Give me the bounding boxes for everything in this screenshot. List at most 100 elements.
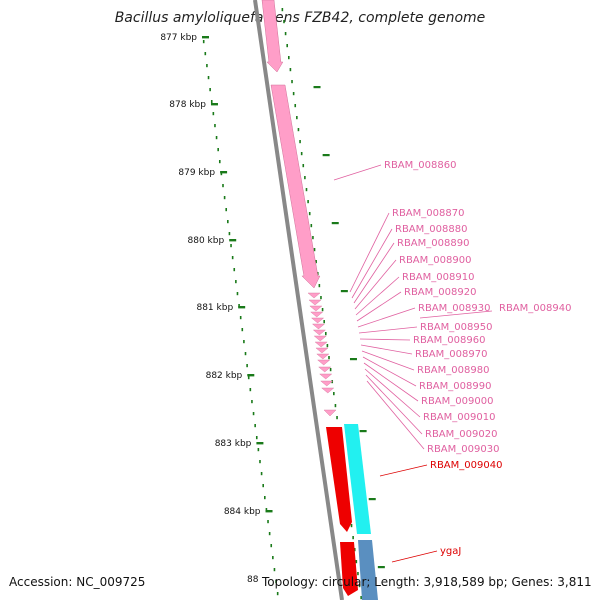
inner-ring-dot <box>257 448 260 452</box>
outer-ring-dot <box>321 308 324 312</box>
inner-ring-dot <box>235 280 237 284</box>
inner-ring-dot <box>236 292 239 296</box>
gene-label: RBAM_008910 <box>402 272 474 283</box>
gene-pink-small <box>312 329 326 336</box>
inner-ring-dot <box>272 556 274 560</box>
major-tick <box>210 103 218 106</box>
major-tick <box>202 36 209 39</box>
outer-ring-dot <box>350 524 353 528</box>
outer-ring-tick <box>377 566 385 569</box>
inner-ring-dot <box>251 400 253 404</box>
outer-ring-dot <box>320 296 322 300</box>
outer-ring-dot <box>334 404 337 408</box>
gene-pink-small <box>310 311 324 318</box>
inner-ring-dot <box>273 568 276 572</box>
leader-line <box>354 259 397 310</box>
inner-ring-dot <box>206 64 208 68</box>
gene-pink-small <box>309 305 323 312</box>
inner-ring-dot <box>215 136 218 140</box>
outer-ring-tick <box>322 154 330 157</box>
inner-ring-dot <box>247 376 250 380</box>
leader-line <box>360 344 413 355</box>
gene-label: ygaJ <box>440 546 461 557</box>
partial-tick-label: 88 <box>247 575 259 585</box>
gene-labels: RBAM_008860 RBAM_008870 RBAM_008880 RBAM_00… <box>384 160 571 557</box>
gene-label: RBAM_008880 <box>395 224 467 235</box>
tick-label: 880 kbp <box>188 236 225 246</box>
inner-ring-dot <box>255 436 258 440</box>
outer-ring-dot <box>318 284 321 288</box>
gene-red-arrow <box>326 427 352 532</box>
inner-ring-dot <box>207 76 210 80</box>
inner-ring-dot <box>244 352 247 356</box>
outer-ring-dot <box>312 236 314 240</box>
inner-ring-dot <box>254 424 256 428</box>
outer-ring-tick <box>331 222 339 225</box>
tick-label: 877 kbp <box>160 33 197 43</box>
outer-ring-dot <box>326 344 329 348</box>
outer-ring-dot <box>308 212 311 216</box>
tick-label: 881 kbp <box>196 303 233 313</box>
outer-ring-dot <box>352 536 354 540</box>
genome-backbone <box>253 0 344 600</box>
outer-ring-dot <box>310 224 313 228</box>
inner-ring-dot <box>259 460 261 464</box>
gene-label: RBAM_009030 <box>427 444 499 455</box>
major-tick <box>238 306 246 309</box>
inner-ring-dot <box>265 508 268 512</box>
outer-ring-dot <box>323 320 325 324</box>
major-tick <box>256 442 264 445</box>
inner-ring-dot <box>276 592 279 596</box>
outer-ring-tick <box>313 86 321 89</box>
gene-label: RBAM_009010 <box>423 412 495 423</box>
inner-ring-dot <box>268 532 271 536</box>
inner-ring-dot <box>260 472 263 476</box>
outer-ring-dot <box>289 68 292 72</box>
genome-stats-text: Topology: circular; Length: 3,918,589 bp… <box>262 575 592 589</box>
inner-ring-dot <box>225 208 228 212</box>
inner-ring-dot <box>209 88 211 92</box>
backbone-line <box>253 0 344 600</box>
inner-ring-dot <box>264 496 266 500</box>
inner-ring-dot <box>228 232 231 236</box>
outer-ring-dot <box>291 80 293 84</box>
gene-pink-small <box>320 380 334 387</box>
leader-line <box>364 368 421 418</box>
outer-ring-dot <box>355 560 358 564</box>
inner-ring-dot <box>270 544 273 548</box>
gene-label: RBAM_009000 <box>421 396 493 407</box>
tick-label: 882 kbp <box>206 371 243 381</box>
outer-ring-dot <box>357 572 359 576</box>
outer-ring-dot <box>313 248 316 252</box>
gene-cyan <box>344 424 371 534</box>
outer-ring-dot <box>294 104 297 108</box>
gene-label: RBAM_008930 <box>418 303 490 314</box>
tick-dots <box>202 8 385 600</box>
tick-label: 884 kbp <box>224 507 261 517</box>
leader-line <box>351 228 393 299</box>
leader-line <box>333 164 382 181</box>
gene-label: RBAM_008980 <box>417 365 489 376</box>
tick-label: 879 kbp <box>178 168 215 178</box>
gene-label: RBAM_008900 <box>399 255 471 266</box>
outer-ring-dot <box>360 596 362 600</box>
gene-pink-small <box>311 323 326 330</box>
gene-pink-small <box>311 317 325 324</box>
inner-ring-dot <box>252 412 255 416</box>
inner-ring-dot <box>239 316 242 320</box>
leader-line <box>365 374 423 435</box>
gene-pink-small <box>319 373 333 380</box>
outer-ring-dot <box>302 164 305 168</box>
inner-ring-dot <box>212 112 215 116</box>
gene-label: RBAM_008860 <box>384 160 456 171</box>
gene-label: RBAM_008950 <box>420 322 492 333</box>
map-title: Bacillus amyloliquefaciens FZB42, comple… <box>114 10 486 26</box>
leader-line <box>349 212 390 293</box>
inner-ring-dot <box>223 196 226 200</box>
inner-ring-dot <box>249 388 252 392</box>
inner-ring-dot <box>246 364 248 368</box>
inner-ring-dot <box>238 304 240 308</box>
outer-ring-dot <box>333 392 335 396</box>
outer-ring-dot <box>328 356 330 360</box>
gene-label: RBAM_009020 <box>425 429 497 440</box>
